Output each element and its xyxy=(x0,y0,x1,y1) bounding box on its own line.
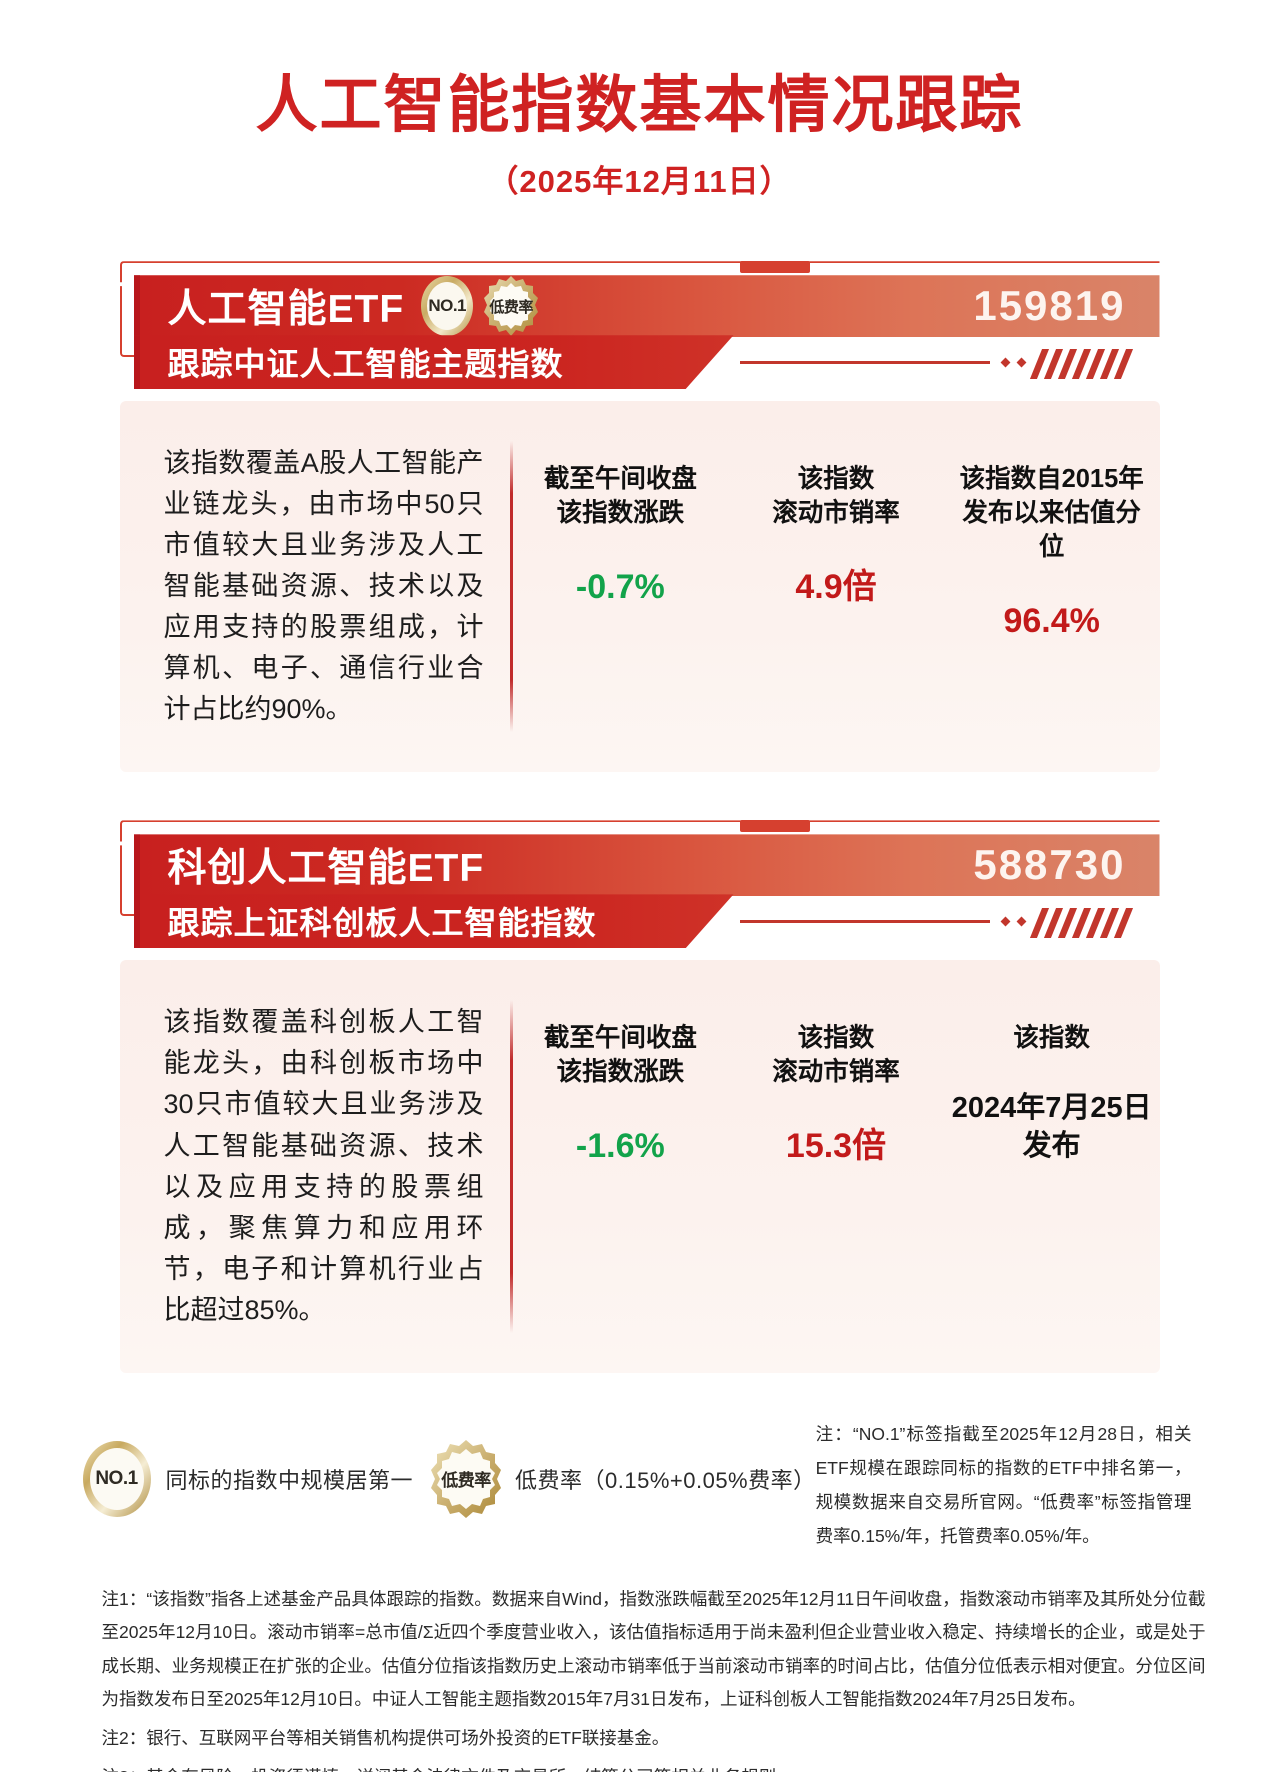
metric-label: 该指数 xyxy=(1013,1024,1090,1053)
index-description-2: 该指数覆盖科创板人工智能龙头，由科创板市场中30只市值较大且业务涉及人工智能基础… xyxy=(163,1007,484,1325)
legend-item: NO.1 同标的指数中规模居第一 xyxy=(80,1439,414,1519)
metric-value: 4.9倍 xyxy=(795,568,877,606)
metric-item: 该指数 滚动市销率 15.3倍 xyxy=(728,1022,944,1168)
legend-label: 低费率（0.15%+0.05%费率） xyxy=(515,1467,816,1493)
etf-code-1: 159819 xyxy=(973,282,1126,330)
metric-label: 截至午间收盘 该指数涨跌 xyxy=(543,465,697,528)
banner-secondary-row: 跟踪中证人工智能主题指数 xyxy=(133,335,734,390)
legend-area: NO.1 同标的指数中规模居第一 xyxy=(60,1417,1220,1554)
page-title: 人工智能指数基本情况跟踪 xyxy=(255,71,1024,140)
etf-name-1: 人工智能ETF xyxy=(167,288,405,332)
banner-secondary-row: 跟踪上证科创板人工智能指数 xyxy=(133,894,734,949)
etf-banner-1: 人工智能ETF NO xyxy=(119,261,1160,390)
etf-name-2: 科创人工智能ETF xyxy=(167,847,485,891)
no1-badge-icon: NO.1 xyxy=(418,275,476,337)
metric-value: 15.3倍 xyxy=(785,1127,887,1166)
etf-tracking-index-2: 跟踪上证科创板人工智能指数 xyxy=(167,905,597,942)
metric-label: 该指数自2015年 发布以来估值分位 xyxy=(959,465,1144,561)
banner-decoration xyxy=(739,349,1160,385)
banner-primary-row: 科创人工智能ETF 588730 xyxy=(133,834,1160,897)
panel-divider xyxy=(509,1000,513,1333)
deco-line xyxy=(739,361,990,365)
title-block: 人工智能指数基本情况跟踪 （2025年12月11日） xyxy=(0,0,1279,201)
banner-primary-row: 人工智能ETF NO xyxy=(133,275,1160,338)
banner-decoration xyxy=(739,908,1160,944)
metric-label: 该指数 滚动市销率 xyxy=(772,465,900,528)
metrics-row-2: 截至午间收盘 该指数涨跌 -1.6% 该指数 滚动市销率 15.3倍 该指数 2… xyxy=(513,994,1160,1338)
page-subtitle: （2025年12月11日） xyxy=(487,164,792,200)
banner-notch xyxy=(739,820,810,833)
metric-label: 该指数 滚动市销率 xyxy=(772,1024,900,1087)
legend-item: 低费率 低费率（0.15%+0.05%费率） xyxy=(429,1439,816,1519)
deco-slashes xyxy=(1029,908,1133,939)
etf-banner-2: 科创人工智能ETF 588730 跟踪上证科创板人工智能指数 xyxy=(119,820,1160,949)
footnotes: 注1：“该指数”指各上述基金产品具体跟踪的指数。数据来自Wind，指数涨跌幅截至… xyxy=(50,1583,1230,1772)
footnote-2: 注2：银行、互联网平台等相关销售机构提供可场外投资的ETF联接基金。 xyxy=(101,1728,670,1749)
metric-label: 截至午间收盘 该指数涨跌 xyxy=(543,1024,697,1087)
etf-section-1: 人工智能ETF NO xyxy=(119,261,1160,773)
deco-diamond-icon xyxy=(1016,357,1026,368)
metric-item: 截至午间收盘 该指数涨跌 -0.7% xyxy=(513,463,729,609)
metric-item: 截至午间收盘 该指数涨跌 -1.6% xyxy=(513,1022,729,1168)
no1-badge-label: NO.1 xyxy=(428,296,467,316)
metric-item: 该指数 2024年7月25日 发布 xyxy=(944,1022,1160,1165)
low-fee-badge-label: 低费率 xyxy=(441,1471,491,1491)
metric-value: -0.7% xyxy=(575,568,665,606)
metrics-row-1: 截至午间收盘 该指数涨跌 -0.7% 该指数 滚动市销率 4.9倍 该指数自20… xyxy=(513,435,1160,738)
legend-note: 注：“NO.1”标签指截至2025年12月28日，相关ETF规模在跟踪同标的指数… xyxy=(815,1423,1192,1547)
deco-diamond-icon xyxy=(1000,916,1010,927)
index-description-1: 该指数覆盖A股人工智能产业链龙头，由市场中50只市值较大且业务涉及人工智能基础资… xyxy=(163,448,484,725)
metric-value: -1.6% xyxy=(575,1127,665,1166)
banner-notch xyxy=(739,261,810,274)
footnote-3: 注3：基金有风险，投资须谨慎，详阅基金法律文件及交易所、结算公司等相关业务规则。 xyxy=(102,1761,1206,1772)
deco-diamond-icon xyxy=(1000,357,1010,368)
low-fee-badge-icon: 低费率 xyxy=(429,1439,503,1519)
footnote-1: 注1：“该指数”指各上述基金产品具体跟踪的指数。数据来自Wind，指数涨跌幅截至… xyxy=(101,1589,1206,1709)
etf-panel-2: 该指数覆盖科创板人工智能龙头，由科创板市场中30只市值较大且业务涉及人工智能基础… xyxy=(119,960,1160,1373)
etf-code-2: 588730 xyxy=(973,841,1126,889)
legend-badges: NO.1 同标的指数中规模居第一 xyxy=(60,1417,816,1519)
deco-diamond-icon xyxy=(1016,916,1026,927)
badge-group-1: NO.1 低费率 xyxy=(418,275,540,337)
etf-panel-1: 该指数覆盖A股人工智能产业链龙头，由市场中50只市值较大且业务涉及人工智能基础资… xyxy=(119,401,1160,773)
metric-value: 2024年7月25日 发布 xyxy=(951,1092,1152,1162)
panel-divider xyxy=(509,441,513,733)
metric-value: 96.4% xyxy=(1003,601,1100,640)
metric-item: 该指数自2015年 发布以来估值分位 96.4% xyxy=(944,463,1160,643)
no1-badge-label: NO.1 xyxy=(95,1467,138,1489)
deco-line xyxy=(739,920,990,924)
deco-slashes xyxy=(1029,349,1133,380)
etf-section-2: 科创人工智能ETF 588730 跟踪上证科创板人工智能指数 该指数覆盖科创板人… xyxy=(119,820,1160,1373)
low-fee-badge-icon: 低费率 xyxy=(482,275,540,337)
no1-badge-icon: NO.1 xyxy=(80,1439,154,1519)
legend-label: 同标的指数中规模居第一 xyxy=(165,1467,414,1493)
low-fee-badge-label: 低费率 xyxy=(489,298,533,316)
etf-tracking-index-1: 跟踪中证人工智能主题指数 xyxy=(167,346,564,383)
metric-item: 该指数 滚动市销率 4.9倍 xyxy=(728,463,944,609)
